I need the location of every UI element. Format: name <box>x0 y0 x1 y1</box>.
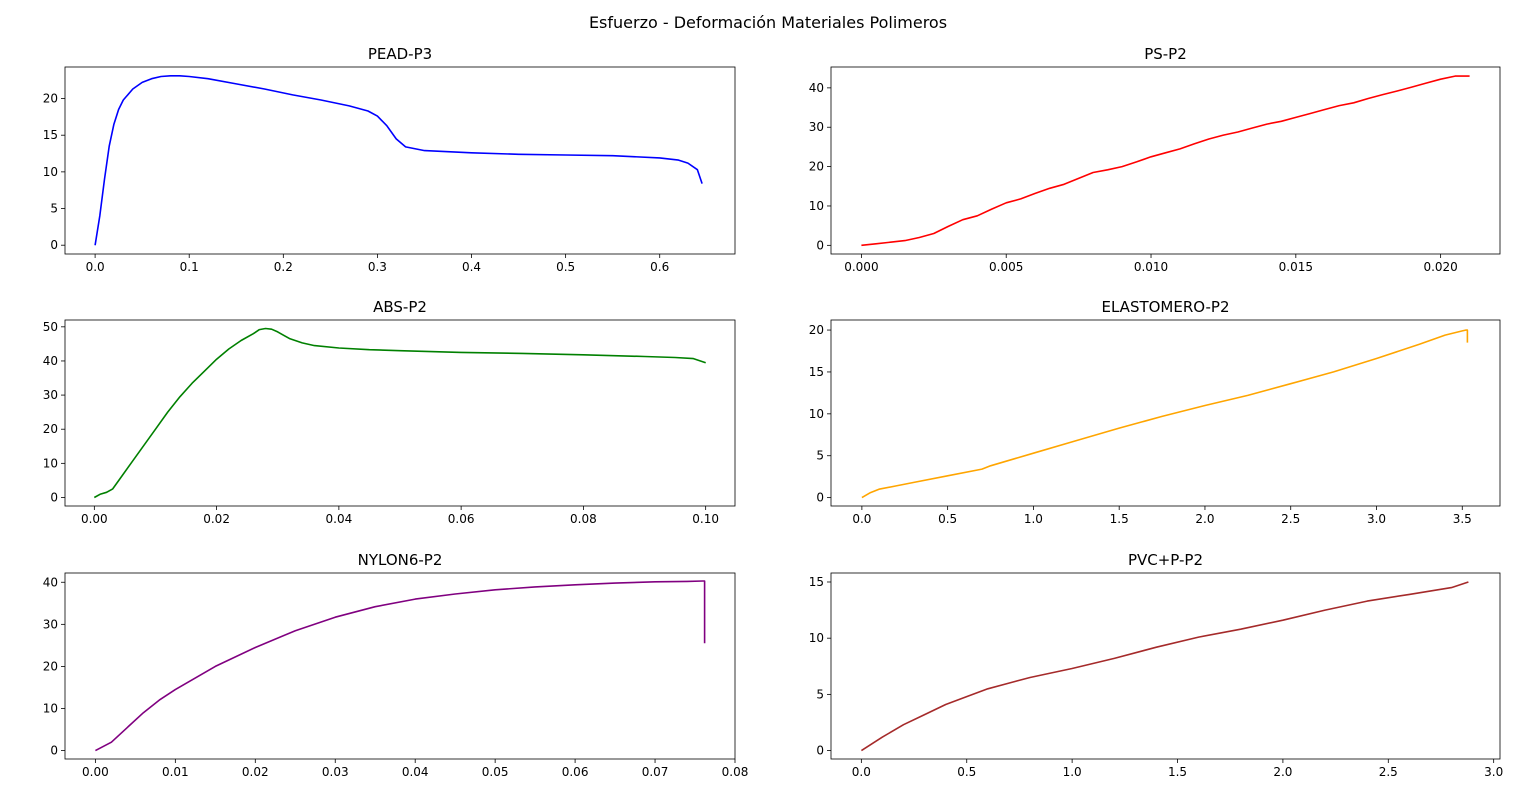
x-tick-label: 0.5 <box>957 765 976 779</box>
axes-frame <box>64 66 736 255</box>
series-line <box>93 327 706 499</box>
x-tick-label: 0.04 <box>326 512 353 526</box>
x-tick-label: 3.0 <box>1367 512 1386 526</box>
x-tick-label: 0.04 <box>402 765 429 779</box>
x-tick-label: 0.05 <box>482 765 509 779</box>
y-tick-label: 10 <box>809 199 824 213</box>
y-tick-label: 0 <box>50 238 58 252</box>
x-tick-label: 0.010 <box>1134 260 1168 274</box>
y-tick-label: 15 <box>809 575 824 589</box>
y-tick-label: 15 <box>809 365 824 379</box>
y-tick-label: 0 <box>816 744 824 758</box>
x-tick-label: 0.00 <box>82 765 109 779</box>
x-tick-label: 0.0 <box>852 512 871 526</box>
y-tick-label: 5 <box>816 449 824 463</box>
y-tick-label: 30 <box>43 388 58 402</box>
x-tick-label: 0.2 <box>274 260 293 274</box>
series-line <box>95 580 706 752</box>
y-tick-label: 10 <box>809 631 824 645</box>
x-tick-label: 0.02 <box>242 765 269 779</box>
x-tick-label: 0.10 <box>692 512 719 526</box>
series-line <box>861 75 1470 247</box>
subplot-1: 0.0 0.1 0.2 0.3 0.4 0.5 0.6 0 5 10 15 20 PEAD-P3 <box>43 45 736 274</box>
y-tick-label: 50 <box>43 320 58 334</box>
subplot-title: PVC+P-P2 <box>1128 551 1203 569</box>
y-tick-label: 20 <box>809 160 824 174</box>
y-tick-label: 20 <box>43 422 58 436</box>
y-tick-label: 15 <box>43 128 58 142</box>
x-tick-label: 0.02 <box>203 512 230 526</box>
y-tick-label: 10 <box>43 165 58 179</box>
x-tick-label: 0.5 <box>556 260 575 274</box>
subplot-title: PEAD-P3 <box>368 45 432 63</box>
y-tick-label: 10 <box>43 702 58 716</box>
x-tick-label: 0.000 <box>844 260 878 274</box>
x-tick-label: 0.3 <box>368 260 387 274</box>
x-tick-label: 0.03 <box>322 765 349 779</box>
figure-title: Esfuerzo - Deformación Materiales Polime… <box>588 13 948 32</box>
axes-frame <box>830 66 1501 255</box>
y-tick-label: 40 <box>43 575 58 589</box>
subplot-title: ABS-P2 <box>373 298 427 316</box>
subplot-title: ELASTOMERO-P2 <box>1102 298 1230 316</box>
y-tick-label: 30 <box>809 120 824 134</box>
x-tick-label: 1.0 <box>1063 765 1082 779</box>
series-line <box>861 329 1469 499</box>
x-tick-label: 0.07 <box>642 765 669 779</box>
axes-frame <box>64 319 736 507</box>
x-tick-label: 2.5 <box>1379 765 1398 779</box>
x-tick-label: 2.0 <box>1273 765 1292 779</box>
x-tick-label: 0.6 <box>650 260 669 274</box>
y-tick-label: 0 <box>816 491 824 505</box>
subplot-title: PS-P2 <box>1144 45 1187 63</box>
x-tick-label: 0.020 <box>1423 260 1457 274</box>
axes-frame <box>830 572 1501 760</box>
x-tick-label: 0.00 <box>81 512 108 526</box>
y-tick-label: 5 <box>50 202 58 216</box>
series-line <box>860 581 1469 752</box>
y-tick-label: 10 <box>43 456 58 470</box>
y-tick-label: 20 <box>43 92 58 106</box>
x-tick-label: 1.0 <box>1024 512 1043 526</box>
x-tick-label: 0.0 <box>86 260 105 274</box>
x-tick-label: 0.06 <box>562 765 589 779</box>
subplot-6: 0.0 0.5 1.0 1.5 2.0 2.5 3.0 0 5 10 15 PVC+P-P2 <box>809 551 1504 779</box>
x-tick-label: 3.5 <box>1453 512 1472 526</box>
y-tick-label: 0 <box>50 744 58 758</box>
x-tick-label: 0.06 <box>448 512 475 526</box>
x-tick-label: 0.015 <box>1279 260 1313 274</box>
subplot-5: 0.00 0.01 0.02 0.03 0.04 0.05 0.06 0.07 0.08 0 10 2… <box>43 551 749 779</box>
subplot-title: NYLON6-P2 <box>358 551 443 569</box>
subplot-2: 0.000 0.005 0.010 0.015 0.020 0 10 20 30 40 PS-P2 <box>809 45 1501 274</box>
x-tick-label: 0.4 <box>462 260 481 274</box>
x-tick-label: 1.5 <box>1168 765 1187 779</box>
y-tick-label: 20 <box>43 659 58 673</box>
y-tick-label: 0 <box>816 238 824 252</box>
y-tick-label: 40 <box>809 81 824 95</box>
axes-frame <box>64 572 736 760</box>
y-tick-label: 0 <box>50 490 58 504</box>
x-tick-label: 2.0 <box>1195 512 1214 526</box>
y-tick-label: 10 <box>809 407 824 421</box>
x-tick-label: 0.5 <box>938 512 957 526</box>
subplot-4: 0.0 0.5 1.0 1.5 2.0 2.5 3.0 3.5 0 5 10 15 20 ELASTOME… <box>809 298 1501 526</box>
axes-frame <box>830 319 1501 507</box>
x-tick-label: 0.08 <box>722 765 749 779</box>
y-tick-label: 20 <box>809 323 824 337</box>
x-tick-label: 0.005 <box>989 260 1023 274</box>
x-tick-label: 1.5 <box>1110 512 1129 526</box>
x-tick-label: 0.0 <box>852 765 871 779</box>
subplot-3: 0.00 0.02 0.04 0.06 0.08 0.10 0 10 20 30 40 50 ABS-P… <box>43 298 736 526</box>
series-line <box>94 75 703 246</box>
x-tick-label: 0.08 <box>570 512 597 526</box>
y-tick-label: 40 <box>43 354 58 368</box>
x-tick-label: 2.5 <box>1281 512 1300 526</box>
x-tick-label: 3.0 <box>1484 765 1503 779</box>
x-tick-label: 0.1 <box>180 260 199 274</box>
y-tick-label: 5 <box>816 687 824 701</box>
y-tick-label: 30 <box>43 617 58 631</box>
x-tick-label: 0.01 <box>162 765 189 779</box>
